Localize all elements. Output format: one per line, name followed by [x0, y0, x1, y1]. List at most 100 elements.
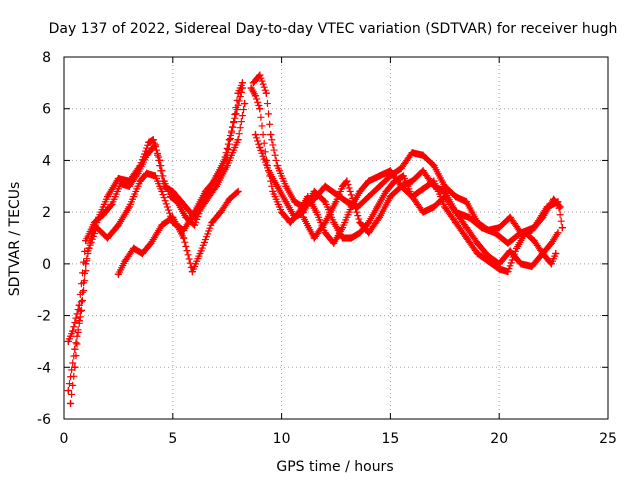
data-point — [99, 211, 107, 219]
data-point — [147, 239, 155, 247]
data-point — [495, 260, 503, 268]
data-point — [223, 161, 231, 170]
data-point — [528, 262, 536, 271]
data-point — [539, 249, 547, 258]
data-point — [256, 71, 264, 79]
data-point — [330, 239, 338, 247]
data-point — [356, 229, 364, 237]
data-point — [208, 218, 216, 227]
x-tick-label: 0 — [60, 431, 69, 447]
data-point — [530, 223, 538, 232]
data-point — [247, 84, 255, 92]
data-point — [321, 182, 329, 190]
data-point — [75, 301, 83, 309]
data-point — [312, 208, 321, 216]
data-point — [114, 270, 123, 278]
data-point — [364, 177, 373, 185]
data-point — [151, 172, 160, 180]
data-point — [530, 236, 538, 245]
data-point — [451, 208, 460, 216]
data-point — [273, 161, 281, 170]
data-point — [240, 99, 249, 108]
plot-frame — [63, 56, 609, 420]
data-point — [151, 141, 160, 149]
data-point — [225, 195, 234, 203]
data-point — [321, 198, 329, 206]
data-point — [462, 198, 471, 206]
data-point — [462, 234, 471, 242]
data-point — [554, 198, 562, 206]
series-track-h — [299, 167, 567, 247]
data-point — [408, 177, 416, 185]
data-point — [201, 198, 210, 206]
data-point — [364, 218, 373, 227]
data-point — [177, 198, 186, 206]
y-axis-label: SDTVAR / TECUs — [7, 182, 23, 297]
data-point — [149, 136, 157, 144]
data-point — [142, 151, 151, 159]
data-point — [310, 234, 318, 242]
x-tick-label: 10 — [273, 431, 291, 447]
series-track-d — [114, 187, 242, 278]
data-point — [356, 218, 364, 227]
data-point — [267, 130, 275, 139]
y-tick-label: 8 — [42, 50, 51, 66]
data-point — [282, 182, 290, 190]
data-point — [282, 198, 290, 206]
data-point — [506, 247, 514, 255]
data-series — [64, 71, 567, 408]
data-point — [397, 164, 405, 172]
data-point — [169, 213, 177, 222]
data-point — [462, 223, 471, 232]
data-point — [430, 182, 438, 190]
data-point — [441, 187, 449, 196]
data-point — [364, 229, 373, 237]
x-tick-label: 5 — [168, 431, 177, 447]
data-point — [216, 208, 225, 216]
data-point — [114, 174, 123, 183]
data-point — [419, 167, 427, 175]
data-point — [451, 218, 460, 227]
data-point — [92, 223, 101, 232]
data-point — [554, 229, 562, 237]
data-point — [234, 136, 242, 144]
data-point — [82, 236, 90, 245]
data-point — [290, 213, 299, 222]
series-track-e — [249, 71, 564, 237]
data-point — [256, 143, 264, 152]
data-point — [543, 203, 551, 211]
series-track-b — [64, 84, 247, 395]
data-point — [408, 192, 416, 201]
x-tick-label: 15 — [381, 431, 399, 447]
x-tick-label: 25 — [599, 431, 617, 447]
data-point — [419, 151, 427, 159]
y-tick-label: -2 — [37, 309, 51, 325]
data-point — [160, 182, 168, 190]
data-point — [321, 218, 329, 227]
data-point — [299, 213, 308, 222]
data-point — [364, 192, 373, 201]
data-point — [465, 213, 473, 222]
data-point — [473, 249, 482, 258]
data-point — [478, 223, 486, 232]
data-point — [121, 257, 129, 265]
data-point — [375, 172, 384, 180]
data-point — [232, 110, 240, 118]
y-tick-labels: -6 -4 -2 0 2 4 6 8 — [37, 50, 51, 428]
data-point — [430, 161, 438, 170]
data-point — [190, 221, 199, 229]
data-point — [251, 92, 260, 100]
data-point — [397, 182, 405, 190]
data-point — [356, 187, 364, 196]
data-point — [256, 105, 264, 113]
data-point — [234, 187, 242, 196]
data-point — [338, 182, 347, 190]
data-point — [547, 239, 556, 247]
data-point — [142, 169, 151, 178]
data-point — [71, 345, 79, 353]
data-point — [166, 192, 175, 201]
data-point — [169, 187, 177, 196]
data-point — [136, 177, 144, 185]
data-point — [473, 239, 482, 247]
data-point — [116, 180, 125, 188]
